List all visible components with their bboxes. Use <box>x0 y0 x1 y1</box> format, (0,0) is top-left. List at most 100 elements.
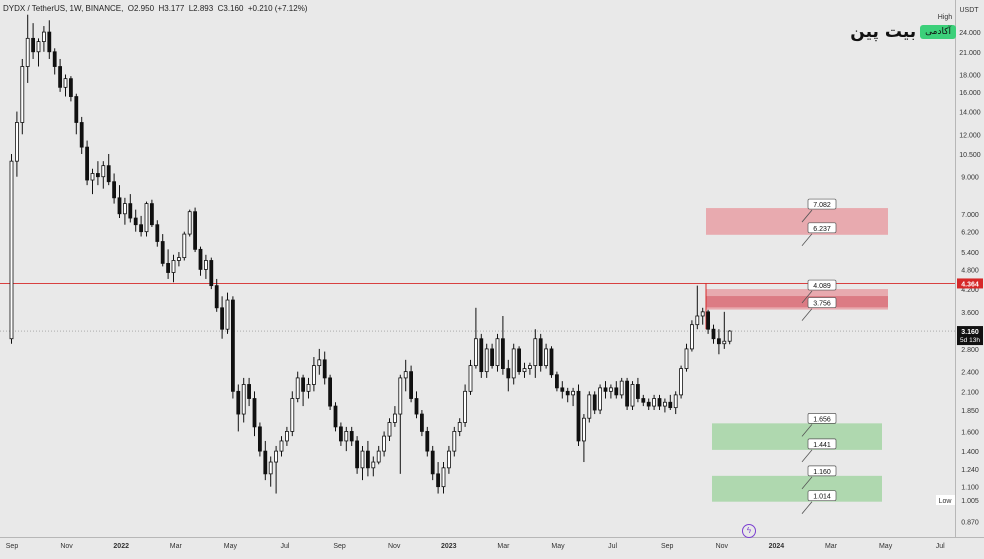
candle-body <box>603 387 608 392</box>
candle-body <box>711 328 716 340</box>
zones-layer <box>705 208 888 502</box>
chart-header: DYDX / TetherUS, 1W, BINANCE, O2.950 H3.… <box>3 4 308 13</box>
candle-body <box>500 338 505 369</box>
price-axis[interactable]: 24.000 21.000 18.000 16.000 14.000 12.000 10.5… <box>936 14 983 526</box>
candle-body <box>338 426 343 442</box>
candle-body <box>90 173 95 181</box>
price-tick-label: 9.000 <box>961 175 979 182</box>
zone-label-box <box>807 279 837 291</box>
candle-body <box>700 311 705 317</box>
time-axis[interactable]: Sep Nov 2022 Mar May Jul Sep Nov 2023 Mar May Jul Se… <box>6 543 945 550</box>
time-tick-label: Mar <box>170 543 183 550</box>
support-zone <box>712 475 882 502</box>
time-tick-label: Sep <box>333 543 346 550</box>
candle-body <box>101 165 106 178</box>
candle-body <box>425 431 430 452</box>
zone-label-text: 6.237 <box>813 226 831 233</box>
price-tick-label: 24.000 <box>959 30 981 37</box>
candle-body <box>268 461 273 475</box>
low-value: 1.005 <box>961 498 979 505</box>
candle-body <box>555 374 559 389</box>
candle-body <box>306 384 311 392</box>
price-tick-label: 21.000 <box>959 50 981 57</box>
candle-body <box>69 78 73 97</box>
candle-body <box>96 173 100 178</box>
zone-label-box <box>807 490 837 502</box>
resistance-zone-core <box>706 296 888 308</box>
candle-body <box>14 122 19 162</box>
candle-body <box>355 440 360 469</box>
price-tick-label: 14.000 <box>959 110 981 117</box>
candle-body <box>47 31 52 53</box>
candle-body <box>549 348 554 376</box>
candle-body <box>106 165 111 183</box>
candle-body <box>457 422 462 432</box>
candle-body <box>311 365 316 385</box>
currency-label: USDT <box>959 7 979 14</box>
zone-labels-layer: 7.082 6.237 4.089 3.756 1.656 1.441 1.160 1.014 <box>801 198 837 514</box>
zone-label-box <box>807 413 837 424</box>
candle-body <box>349 431 354 442</box>
candle-body <box>538 338 543 367</box>
zone-pointer <box>801 449 813 463</box>
time-tick-label: Nov <box>60 543 73 550</box>
candle-body <box>295 377 300 399</box>
current-price-text: 3.160 <box>961 329 979 336</box>
candle-body <box>139 224 144 233</box>
candle-body <box>398 377 403 415</box>
candle-body <box>9 160 14 340</box>
candle-body <box>387 422 392 437</box>
candle-body <box>279 440 284 452</box>
zone-label-box <box>807 465 837 477</box>
zone-label-box <box>807 222 837 234</box>
time-tick-label: 2023 <box>441 543 457 550</box>
candle-body <box>225 299 230 330</box>
candle-body <box>257 426 262 452</box>
zone-label-text: 4.089 <box>813 283 831 290</box>
candle-body <box>182 233 187 259</box>
candle-body <box>646 401 651 407</box>
candle-body <box>133 217 138 226</box>
candle-body <box>430 450 435 475</box>
zone-pointer <box>801 308 813 321</box>
resistance-zone <box>706 208 888 235</box>
candle-body <box>414 398 419 415</box>
candle-body <box>468 365 473 392</box>
zone-label-text: 1.160 <box>813 469 831 476</box>
candle-body <box>247 384 252 399</box>
price-tick-label: 16.000 <box>959 90 981 97</box>
price-tick-label: 3.600 <box>961 310 979 317</box>
zone-label-text: 3.756 <box>813 301 831 308</box>
candle-body <box>571 390 575 396</box>
price-tick-label: 1.100 <box>961 485 979 492</box>
time-tick-label: Sep <box>661 543 674 550</box>
candle-body <box>533 338 538 367</box>
price-tick-label: 1.600 <box>961 429 979 436</box>
price-tick-label: 18.000 <box>959 72 981 79</box>
zone-pointer <box>801 209 813 223</box>
price-tick-label: 1.400 <box>961 449 979 456</box>
candle-body <box>619 380 624 396</box>
candle-body <box>490 348 495 367</box>
time-tick-label: Mar <box>497 543 510 550</box>
candle-body <box>209 260 214 287</box>
candle-body <box>636 384 640 399</box>
symbol-title: DYDX / TetherUS, 1W, BINANCE <box>3 4 122 13</box>
candle-body <box>85 146 89 181</box>
lightning-icon[interactable]: ϟ <box>742 524 756 538</box>
candle-body <box>36 41 41 53</box>
zone-label-text: 1.656 <box>813 416 831 423</box>
high-label: High <box>938 14 953 21</box>
candle-body <box>382 435 387 452</box>
time-tick-label: Nov <box>716 543 729 550</box>
candle-body <box>52 51 57 67</box>
candle-body <box>193 211 198 250</box>
candle-body <box>263 450 268 475</box>
academy-badge: آکادمی <box>920 25 956 39</box>
candle-body <box>171 260 176 273</box>
price-tick-label: 4.200 <box>961 287 979 294</box>
candle-body <box>392 413 397 423</box>
